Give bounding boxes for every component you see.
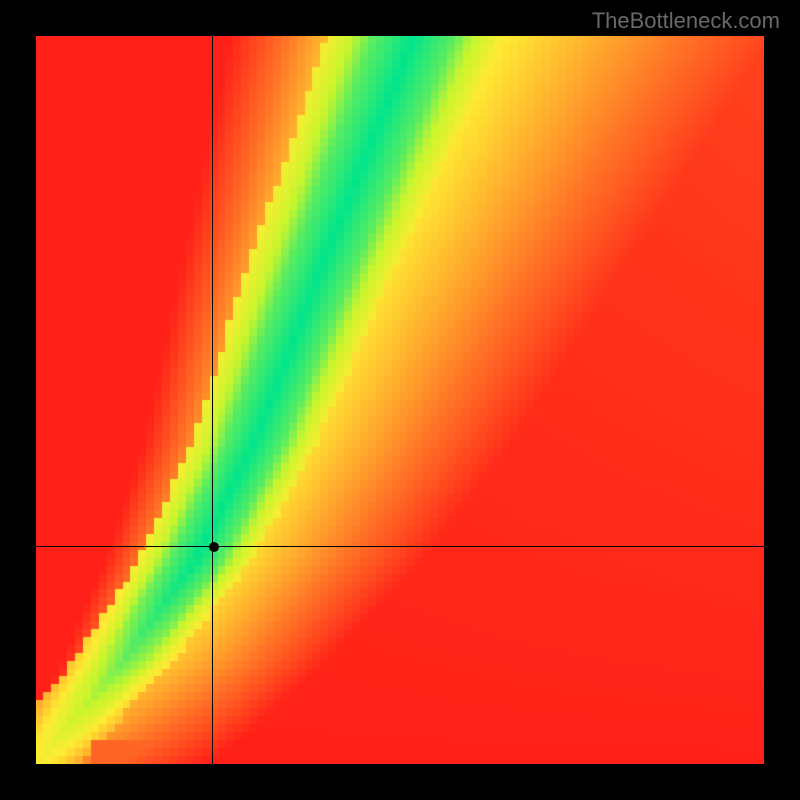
heatmap-plot bbox=[36, 36, 764, 764]
marker-dot bbox=[209, 542, 219, 552]
watermark-text: TheBottleneck.com bbox=[592, 8, 780, 34]
heatmap-canvas bbox=[36, 36, 764, 764]
crosshair-vertical bbox=[212, 36, 213, 764]
crosshair-horizontal bbox=[36, 546, 764, 547]
